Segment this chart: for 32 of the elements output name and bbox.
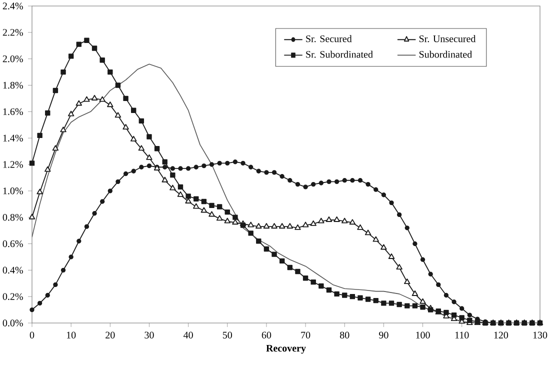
legend-label: Sr. Subordinated: [306, 50, 373, 58]
x-tick-label: 60: [262, 332, 272, 338]
y-tick-label: 1.6%: [3, 108, 23, 116]
x-tick-label: 110: [455, 332, 469, 338]
y-tick-label: 2.2%: [2, 29, 23, 36]
x-tick-label: 70: [301, 332, 310, 338]
y-tick-label: 1.8%: [3, 82, 23, 89]
x-tick-label: 90: [379, 332, 388, 338]
x-tick-label: 120: [494, 332, 508, 338]
y-tick-label: 0.6%: [2, 240, 23, 248]
y-tick-label: 0.4%: [2, 266, 23, 274]
x-tick-label: 50: [222, 332, 232, 338]
x-tick-label: 40: [183, 332, 193, 338]
y-tick-label: 1.4%: [3, 134, 23, 142]
y-tick-label: 2.0%: [2, 55, 23, 62]
y-tick-label: 1.2%: [3, 161, 23, 168]
legend-label: Sr. Unsecured: [419, 35, 476, 42]
x-tick-label: 100: [416, 332, 430, 338]
y-tick-label: 0.0%: [2, 320, 23, 326]
y-tick-label: 2.4%: [2, 2, 23, 10]
y-tick-label: 1.0%: [3, 188, 23, 194]
x-tick-label: 30: [144, 332, 154, 338]
x-tick-label: 0: [30, 332, 34, 338]
y-tick-label: 0.2%: [2, 293, 23, 300]
legend-label: Sr. Secured: [306, 35, 352, 42]
x-tick-label: 20: [106, 332, 115, 338]
x-axis-title: Recovery: [266, 344, 306, 354]
x-tick-label: 130: [533, 332, 548, 338]
y-tick-label: 0.8%: [2, 214, 23, 221]
x-tick-label: 80: [340, 332, 350, 338]
legend-label: Subordinated: [419, 50, 472, 58]
x-tick-label: 10: [66, 332, 76, 338]
